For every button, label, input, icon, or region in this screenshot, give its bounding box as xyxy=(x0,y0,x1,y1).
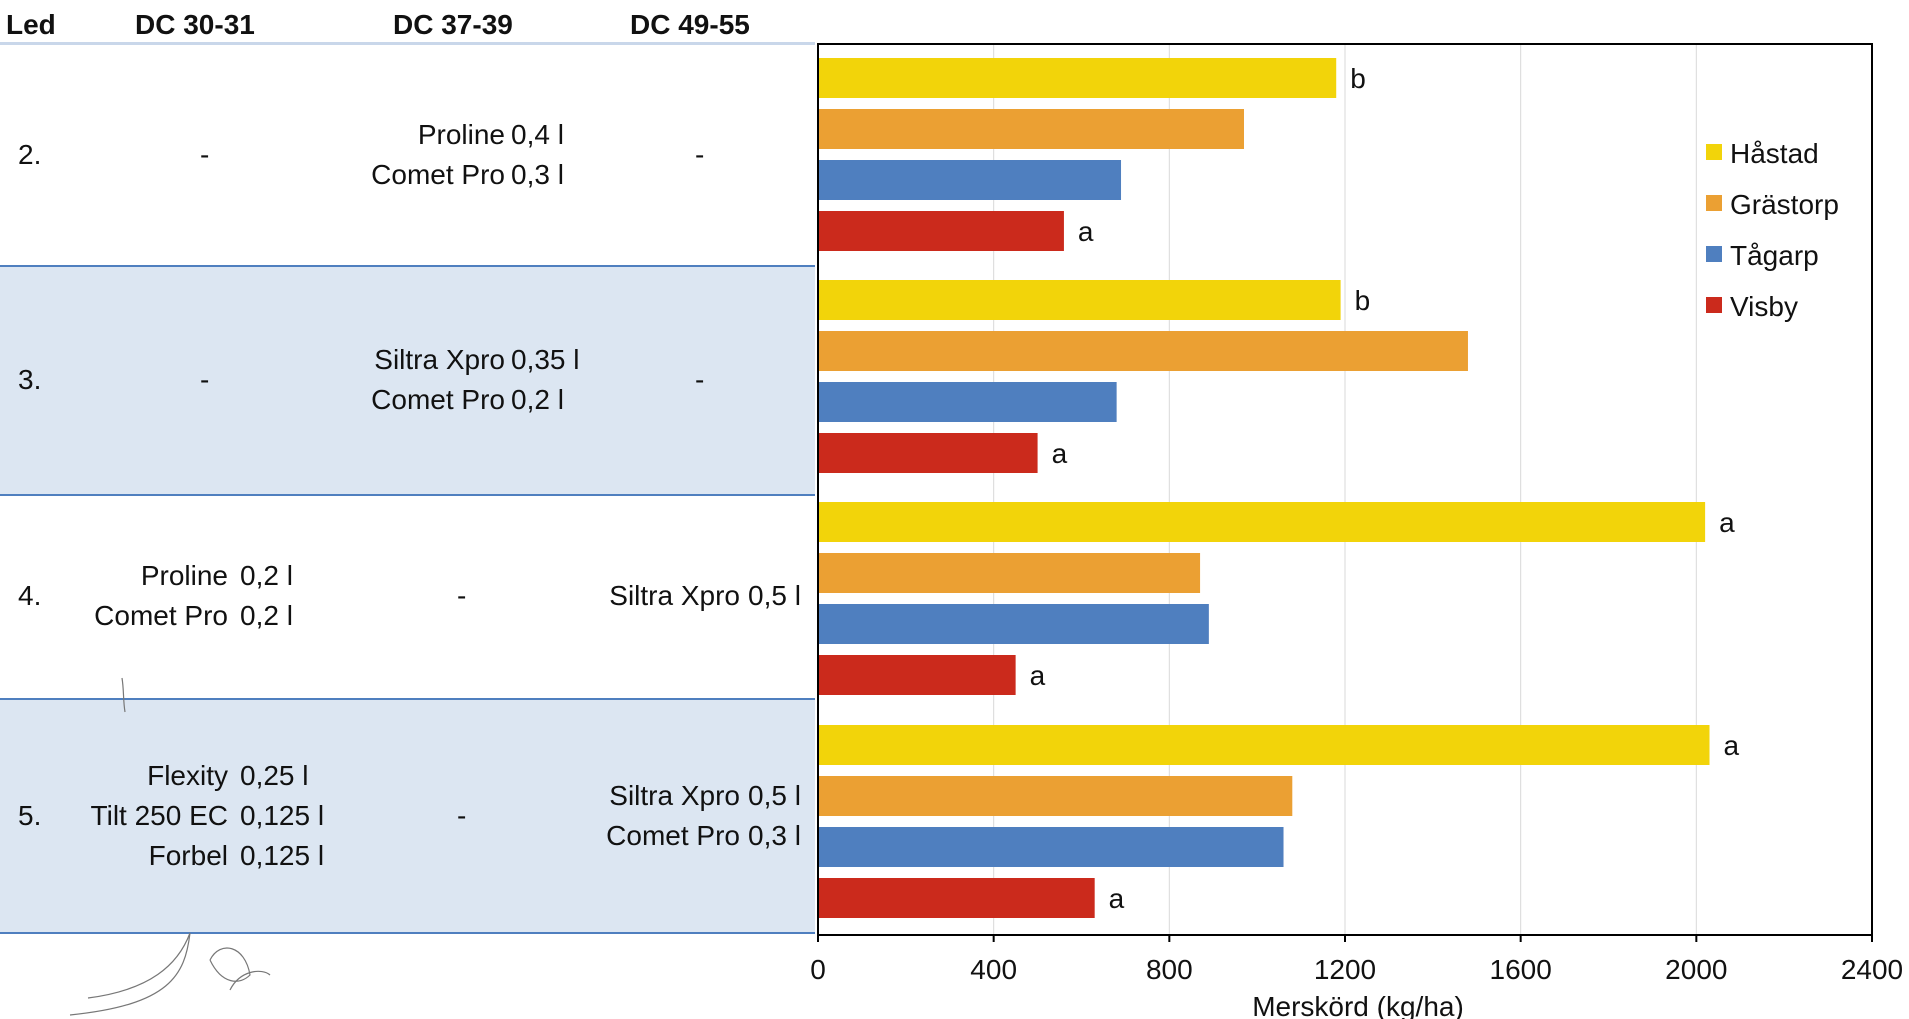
x-tick-label: 2000 xyxy=(1665,954,1727,985)
bar-Grästorp xyxy=(819,553,1201,593)
table-header-3: DC 49-55 xyxy=(630,9,750,40)
bar-Visby xyxy=(819,655,1016,695)
x-tick-label: 400 xyxy=(970,954,1017,985)
dc30-product: Proline xyxy=(140,560,228,591)
dc30-product: Flexity xyxy=(147,759,228,791)
dc30-product: Comet Pro xyxy=(94,600,228,631)
led-number: 4. xyxy=(18,580,42,611)
bar-Håstad xyxy=(819,502,1706,542)
legend-swatch-Grästorp xyxy=(1706,195,1722,211)
dc49-dose: 0,5 l xyxy=(748,580,801,611)
dc37-dose: 0,35 l xyxy=(511,343,580,375)
significance-label: a xyxy=(1078,216,1094,247)
header-divider xyxy=(0,42,815,45)
row-divider-3 xyxy=(0,932,815,934)
table-header-1: DC 30-31 xyxy=(135,9,255,40)
x-tick-label: 1200 xyxy=(1314,954,1376,985)
significance-label: b xyxy=(1355,285,1371,316)
table-header-0: Led xyxy=(6,9,56,40)
row-band-1 xyxy=(0,265,815,494)
led-number: 2. xyxy=(18,139,42,170)
dc30-product: Forbel xyxy=(148,839,228,871)
plant-sketch-decoration xyxy=(69,677,271,1016)
x-tick-label: 2400 xyxy=(1841,954,1903,985)
dc30-dose: 0,2 l xyxy=(240,600,293,631)
led-number: 3. xyxy=(18,363,42,395)
significance-label: b xyxy=(1350,63,1366,94)
legend-label: Visby xyxy=(1730,291,1798,322)
dc49-product: Siltra Xpro xyxy=(609,779,740,811)
bar-Visby xyxy=(819,878,1095,918)
dc30-dose: 0,2 l xyxy=(240,560,293,591)
dc49-product: Siltra Xpro xyxy=(609,580,740,611)
dc37-product: Comet Pro xyxy=(371,383,505,415)
bar-Tågarp xyxy=(819,160,1122,200)
dc30-dose: 0,25 l xyxy=(240,759,309,791)
dc37-dash: - xyxy=(457,580,467,611)
dc49-product: Comet Pro xyxy=(606,819,740,851)
row-divider-0 xyxy=(0,265,815,267)
row-band-3 xyxy=(0,698,815,933)
x-tick-label: 0 xyxy=(810,954,826,985)
dc37-product: Siltra Xpro xyxy=(374,343,505,375)
dc37-dose: 0,2 l xyxy=(511,383,564,415)
led-number: 5. xyxy=(18,799,42,831)
significance-label: a xyxy=(1052,438,1068,469)
dc37-product: Comet Pro xyxy=(371,159,505,190)
bar-Håstad xyxy=(819,725,1710,765)
bar-Visby xyxy=(819,433,1038,473)
dc49-dash: - xyxy=(695,363,705,395)
dc30-dose: 0,125 l xyxy=(240,799,325,831)
dc30-dash: - xyxy=(200,363,210,395)
dc49-dash: - xyxy=(695,139,705,170)
dc30-dash: - xyxy=(200,139,210,170)
bar-Håstad xyxy=(819,280,1341,320)
bar-Visby xyxy=(819,211,1064,251)
legend-swatch-Visby xyxy=(1706,297,1722,313)
bar-Håstad xyxy=(819,58,1337,98)
significance-label: a xyxy=(1724,730,1740,761)
dc37-product: Proline xyxy=(417,119,505,150)
bar-Tågarp xyxy=(819,382,1117,422)
legend-label: Grästorp xyxy=(1730,189,1839,220)
dc49-dose: 0,5 l xyxy=(748,779,801,811)
dc37-dose: 0,3 l xyxy=(511,159,564,190)
bar-Grästorp xyxy=(819,776,1293,816)
x-axis-label: Merskörd (kg/ha) xyxy=(1252,991,1464,1019)
table-header-2: DC 37-39 xyxy=(393,9,513,40)
bar-Tågarp xyxy=(819,827,1284,867)
dc30-dose: 0,125 l xyxy=(240,839,325,871)
dc37-dose: 0,4 l xyxy=(511,119,564,150)
dc49-dose: 0,3 l xyxy=(748,819,801,851)
bar-Tågarp xyxy=(819,604,1209,644)
x-tick-label: 1600 xyxy=(1490,954,1552,985)
x-tick-label: 800 xyxy=(1146,954,1193,985)
bar-Grästorp xyxy=(819,331,1468,371)
significance-label: a xyxy=(1719,507,1735,538)
row-divider-2 xyxy=(0,698,815,700)
legend-label: Tågarp xyxy=(1730,240,1819,271)
dc37-dash: - xyxy=(457,799,467,831)
legend-swatch-Håstad xyxy=(1706,144,1722,160)
row-divider-1 xyxy=(0,494,815,496)
legend-label: Håstad xyxy=(1730,138,1819,169)
bar-Grästorp xyxy=(819,109,1244,149)
significance-label: a xyxy=(1109,883,1125,914)
significance-label: a xyxy=(1030,660,1046,691)
legend-swatch-Tågarp xyxy=(1706,246,1722,262)
dc30-product: Tilt 250 EC xyxy=(90,799,228,831)
